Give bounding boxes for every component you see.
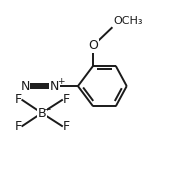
Text: F: F xyxy=(15,120,22,133)
Text: +: + xyxy=(57,77,64,86)
Text: O: O xyxy=(88,39,98,52)
Text: B: B xyxy=(37,107,46,120)
Text: N: N xyxy=(50,80,59,93)
Text: F: F xyxy=(15,93,22,106)
Text: F: F xyxy=(63,120,70,133)
Text: −: − xyxy=(43,104,51,113)
Text: N: N xyxy=(20,80,30,93)
Text: OCH₃: OCH₃ xyxy=(113,16,143,26)
Text: F: F xyxy=(63,93,70,106)
